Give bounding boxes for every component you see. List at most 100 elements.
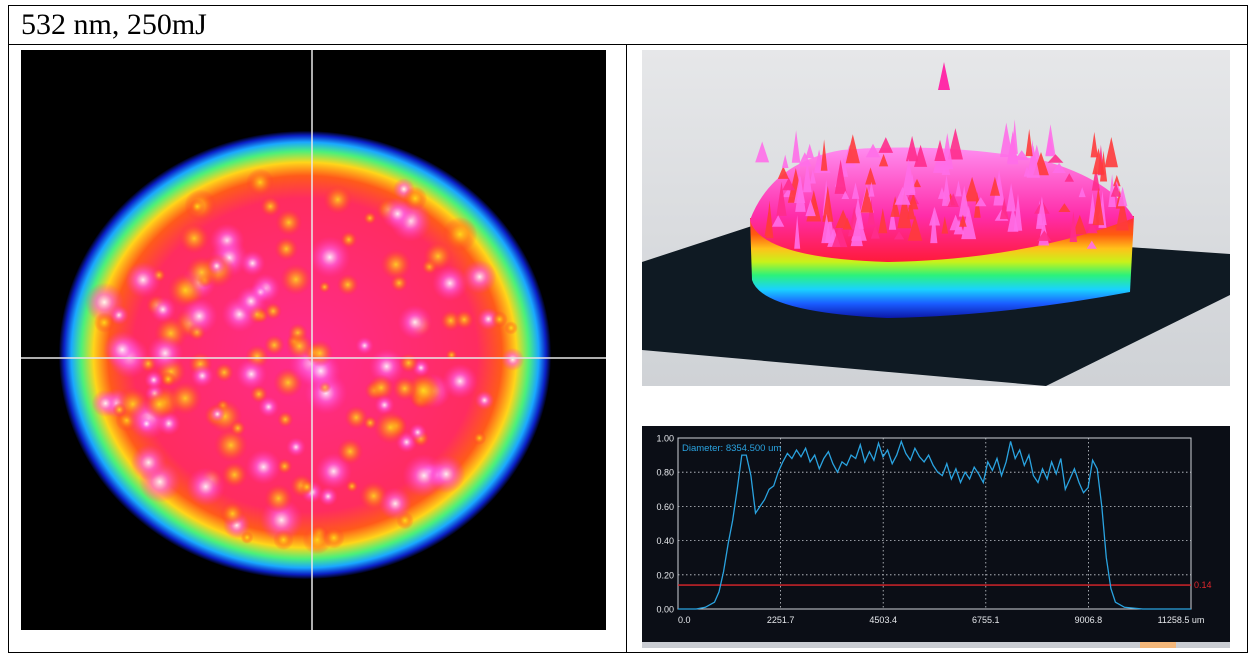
line-profile-chart: 0.00 0.20 0.40 0.60 0.80 1.00 0.0 2251.7 4503.4… [642, 426, 1230, 648]
surface-spike [907, 215, 923, 241]
surface-spike [809, 169, 816, 184]
surface-spike [1069, 211, 1078, 242]
surface-spike [1072, 214, 1087, 235]
surface-spike [776, 181, 787, 216]
hotspot [103, 330, 141, 369]
surface-spike [955, 180, 962, 197]
hotspot [258, 396, 280, 418]
x-tick-label: 9006.8 [1075, 615, 1103, 625]
surface-spike [947, 193, 959, 207]
warmspot [112, 402, 127, 417]
surface-spike [1047, 154, 1064, 163]
warmspot [344, 405, 369, 430]
warmspot [442, 216, 478, 252]
y-tick-label: 0.00 [656, 605, 674, 615]
warmspot [318, 281, 331, 293]
beam-speckle [84, 168, 525, 555]
hotspot [378, 487, 412, 520]
surface-spike [975, 197, 987, 207]
warmspot [246, 168, 274, 197]
surface-spike [878, 208, 888, 234]
chart-background [642, 426, 1230, 648]
surface-spike [947, 128, 963, 160]
x-tick-labels: 0.0 2251.7 4503.4 6755.1 9006.8 11258.5 um [678, 615, 1204, 625]
warmspot [323, 184, 353, 215]
surface-spike [870, 224, 880, 239]
warmspot [454, 309, 475, 330]
surface-spike [755, 141, 770, 163]
x-tick-label: 6755.1 [972, 615, 1000, 625]
surface-spike [803, 160, 812, 193]
warmspot [403, 186, 428, 211]
y-tick-label: 0.80 [656, 468, 674, 478]
threshold-label: 0.14 [1194, 580, 1212, 590]
surface-spike [1113, 175, 1121, 187]
surface-spike [888, 206, 897, 230]
hotspot [408, 423, 427, 442]
warmspot [280, 263, 312, 296]
warmspot [273, 529, 294, 551]
surface-spike [782, 177, 795, 191]
surface-spike [906, 199, 916, 220]
surface-spike [1037, 230, 1052, 241]
surface-spike [1052, 162, 1066, 173]
warmspot [472, 431, 487, 445]
hotspot [235, 285, 267, 317]
hotspot [186, 467, 226, 507]
hotspot [432, 265, 468, 302]
warmspot [491, 311, 508, 328]
warmspot [392, 376, 418, 401]
hotspot [239, 250, 266, 276]
surface-spike [1045, 124, 1056, 156]
surface-spike [878, 153, 889, 167]
surface-spike [1092, 187, 1105, 226]
hotspot [442, 363, 478, 399]
surface-spike [1037, 196, 1047, 226]
warmspot [336, 438, 364, 465]
surface-spike [777, 166, 789, 179]
surface-spike [941, 158, 951, 175]
surface-spike [929, 206, 941, 226]
surface-spike [961, 205, 977, 240]
surface-spike [890, 196, 900, 217]
hotspot [355, 336, 374, 355]
warmspot [286, 332, 313, 360]
beam-profile-3d-surface [642, 50, 1230, 386]
surface-spike [764, 212, 772, 236]
x-tick-label: 4503.4 [869, 615, 897, 625]
hotspot [130, 444, 167, 481]
warmspot [274, 236, 299, 261]
surface-spike [999, 122, 1013, 158]
hotspot [190, 364, 214, 388]
warmspot [504, 321, 518, 335]
y-tick-label: 0.40 [656, 536, 674, 546]
hotspot [209, 406, 226, 423]
surface-spike [821, 213, 832, 244]
warmspot [240, 531, 254, 544]
warmspot [168, 381, 203, 416]
surface-spike [1104, 137, 1118, 168]
warmspot [189, 198, 205, 215]
plot-frame [677, 437, 1192, 610]
surface-spike [958, 185, 970, 217]
warmspot [213, 428, 248, 463]
surface-spike [1117, 186, 1128, 207]
warmspot [160, 371, 176, 388]
surface-spike [1006, 183, 1016, 212]
warmspot [277, 411, 294, 428]
surface-spike [953, 219, 965, 235]
warmspot [445, 349, 458, 362]
surface-spike [822, 186, 834, 222]
warmspot [264, 334, 285, 356]
warmspot [398, 353, 419, 373]
surface-spike [914, 144, 928, 167]
surface-spike [1007, 205, 1019, 232]
y-tick-label: 1.00 [656, 434, 674, 444]
surface-spike [1011, 119, 1018, 154]
hotspot [501, 347, 525, 371]
surface-spike [1110, 182, 1121, 197]
profile-series-line [678, 439, 1191, 610]
surface-spike [1086, 240, 1097, 249]
hotspot [235, 358, 268, 390]
surface-spike [1058, 203, 1071, 212]
